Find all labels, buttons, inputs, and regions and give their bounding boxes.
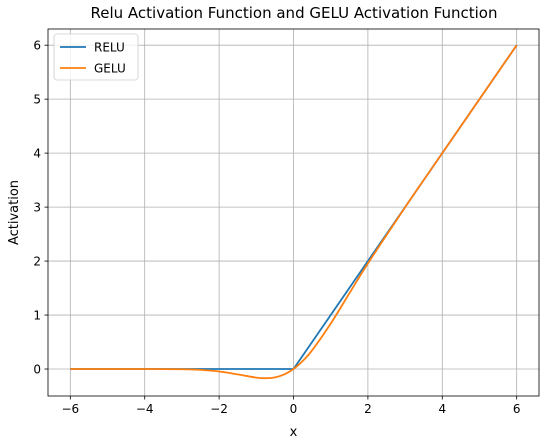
series-line-gelu <box>70 44 518 380</box>
y-tick-label: 4 <box>33 147 41 161</box>
chart-title: Relu Activation Function and GELU Activa… <box>91 4 498 22</box>
y-tick-label: 3 <box>33 201 41 215</box>
y-tick-label: 1 <box>33 309 41 323</box>
x-tick-label: −2 <box>210 402 228 416</box>
grid <box>48 29 539 396</box>
x-tick-label: −4 <box>136 402 154 416</box>
plot-area <box>70 44 518 380</box>
x-tick-label: 2 <box>364 402 372 416</box>
y-axis-label: Activation <box>7 180 22 245</box>
legend-label-gelu: GELU <box>94 62 126 76</box>
y-tick-label: 0 <box>33 363 41 377</box>
y-tick-label: 6 <box>33 39 41 53</box>
x-tick-label: 0 <box>290 402 298 416</box>
x-tick-label: 6 <box>513 402 521 416</box>
x-tick-label: 4 <box>438 402 446 416</box>
legend: RELU GELU <box>53 33 139 81</box>
x-axis-label: x <box>290 425 298 440</box>
axis-ticks: −6 −4 −2 0 2 4 6 0 1 2 3 4 5 6 <box>33 39 520 416</box>
legend-label-relu: RELU <box>94 41 125 55</box>
y-tick-label: 5 <box>33 93 41 107</box>
x-tick-label: −6 <box>61 402 79 416</box>
y-tick-label: 2 <box>33 255 41 269</box>
